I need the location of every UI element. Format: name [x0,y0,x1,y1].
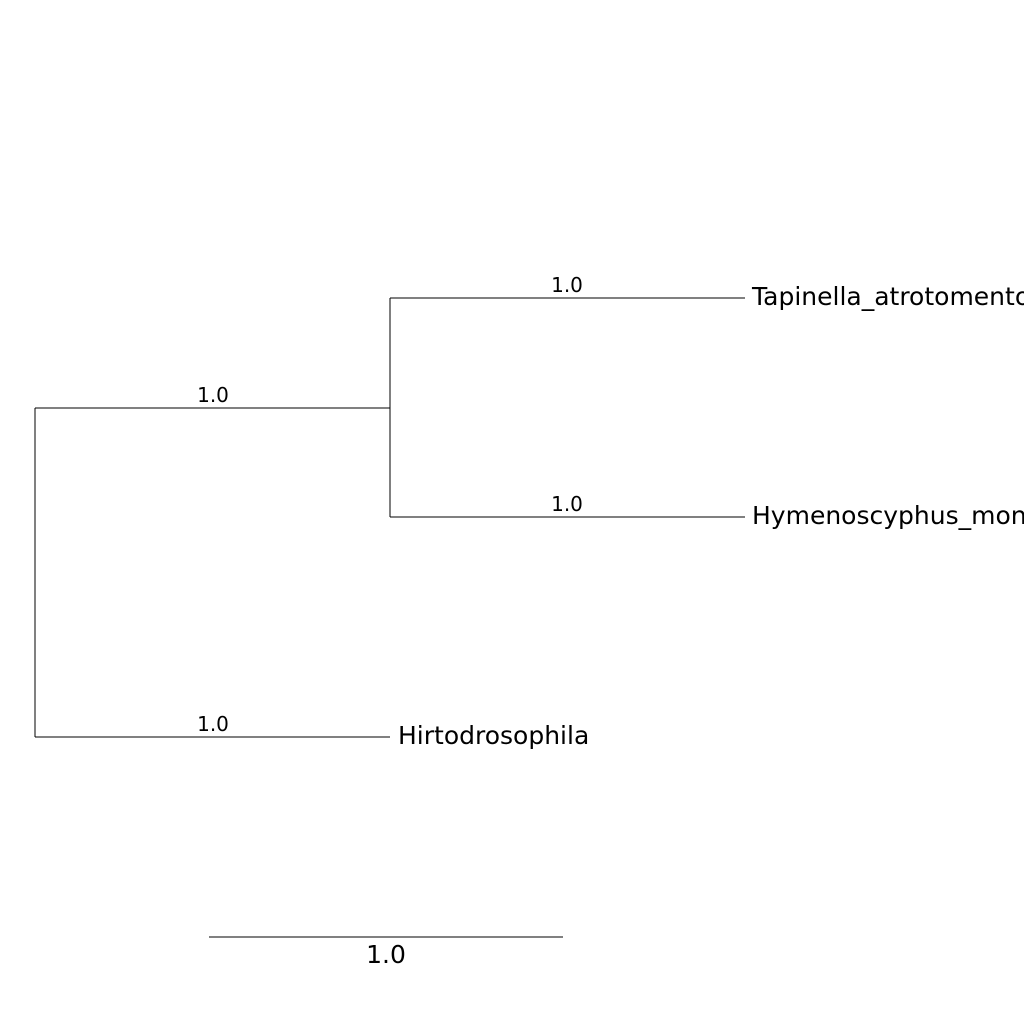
hirtodrosophila-branch-label: 1.0 [197,712,229,736]
leaf-label-tapinella: Tapinella_atrotomentosa [751,282,1024,311]
tapinella-branch-label: 1.0 [551,273,583,297]
hymenoscyphus-branch-label: 1.0 [551,492,583,516]
inner-clade-branch-label: 1.0 [197,383,229,407]
leaf-label-hirtodrosophila: Hirtodrosophila [398,721,589,750]
leaf-label-hymenoscyphus: Hymenoscyphus_monotropae [752,501,1024,530]
scale-bar-label: 1.0 [366,940,406,969]
